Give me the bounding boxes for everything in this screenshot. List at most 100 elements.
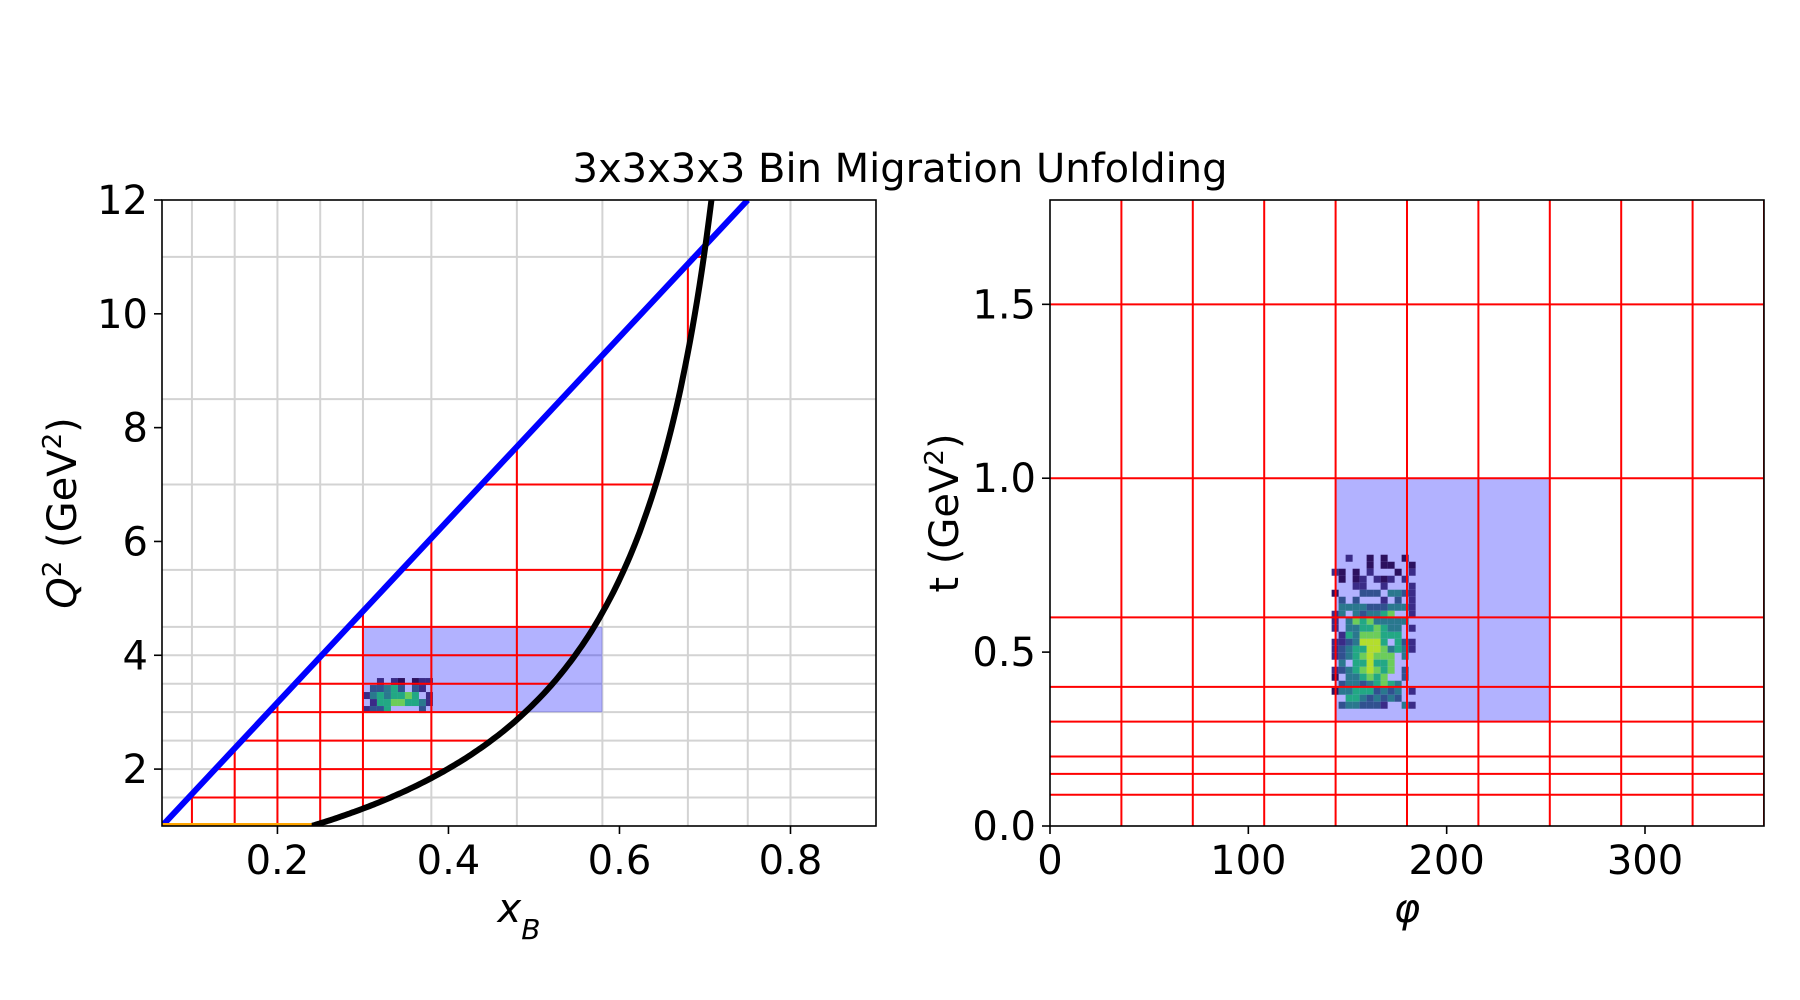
histogram-cell xyxy=(1401,617,1409,625)
histogram-cell xyxy=(1352,617,1360,625)
histogram-cell xyxy=(1359,652,1367,660)
histogram-cell xyxy=(1338,575,1346,583)
histogram-cell xyxy=(1408,603,1416,611)
histogram-cell xyxy=(390,692,398,700)
histogram-cell xyxy=(397,692,405,700)
histogram-cell xyxy=(1359,610,1367,618)
histogram-cell xyxy=(1338,687,1346,695)
histogram-cell xyxy=(376,678,384,686)
x-tick-label: 0 xyxy=(1037,838,1062,884)
histogram-cell xyxy=(1380,694,1388,702)
y-axis-label: t (GeV2) xyxy=(920,433,968,592)
x-tick-label: 0.6 xyxy=(588,838,652,884)
histogram-cell xyxy=(1401,701,1409,709)
histogram-cell xyxy=(1387,624,1395,632)
histogram-cell xyxy=(1387,659,1395,667)
histogram-cell xyxy=(1408,645,1416,653)
histogram-cell xyxy=(1387,589,1395,597)
histogram-cell xyxy=(1366,687,1374,695)
histogram-cell xyxy=(1345,624,1353,632)
histogram-cell xyxy=(1352,610,1360,618)
x-axis-label: xB xyxy=(496,886,541,946)
histogram-cell xyxy=(1394,631,1402,639)
histogram-cell xyxy=(1366,631,1374,639)
histogram-cell xyxy=(376,706,384,714)
histogram-cell xyxy=(1394,638,1402,646)
y-tick-label: 1.5 xyxy=(972,282,1036,328)
histogram-cell xyxy=(1380,624,1388,632)
histogram-cell xyxy=(1387,645,1395,653)
histogram-cell xyxy=(1380,610,1388,618)
histogram-cell xyxy=(411,699,419,707)
histogram-cell xyxy=(1345,680,1353,688)
histogram-cell xyxy=(1359,673,1367,681)
histogram-cell xyxy=(1352,701,1360,709)
x-tick-label: 0.8 xyxy=(759,838,823,884)
histogram-cell xyxy=(1352,694,1360,702)
histogram-cell xyxy=(1394,596,1402,604)
histogram-cell xyxy=(1394,589,1402,597)
histogram-cell xyxy=(1352,568,1360,576)
histogram-cell xyxy=(1373,624,1381,632)
histogram-cell xyxy=(390,685,398,693)
y-tick-label: 2 xyxy=(123,747,148,793)
histogram-cell xyxy=(1352,638,1360,646)
figure-title: 3x3x3x3 Bin Migration Unfolding xyxy=(573,146,1228,192)
histogram-cell xyxy=(1387,631,1395,639)
histogram-cell xyxy=(1345,673,1353,681)
histogram-cell xyxy=(1373,687,1381,695)
histogram-cell xyxy=(1401,589,1409,597)
histogram-cell xyxy=(1380,561,1388,569)
histogram-cell xyxy=(1338,652,1346,660)
histogram-cell xyxy=(397,699,405,707)
histogram-cell xyxy=(1401,673,1409,681)
histogram-cell xyxy=(1359,659,1367,667)
y-tick-label: 1.0 xyxy=(972,456,1036,502)
histogram-cell xyxy=(1338,666,1346,674)
histogram-cell xyxy=(1387,603,1395,611)
histogram-cell xyxy=(1359,638,1367,646)
histogram-cell xyxy=(1338,701,1346,709)
histogram-cell xyxy=(362,692,370,700)
histogram-cell xyxy=(1380,554,1388,562)
histogram-cell xyxy=(1373,652,1381,660)
y-axis-label: Q2 (GeV2) xyxy=(38,417,86,608)
histogram-cell xyxy=(1345,652,1353,660)
y-tick-label: 12 xyxy=(97,178,148,224)
y-tick-label: 10 xyxy=(97,292,148,338)
histogram-cell xyxy=(1387,652,1395,660)
histogram-cell xyxy=(397,685,405,693)
histogram-cell xyxy=(1408,561,1416,569)
histogram-cell xyxy=(1380,680,1388,688)
histogram-cell xyxy=(1352,645,1360,653)
histogram-cell xyxy=(1408,596,1416,604)
histogram-cell xyxy=(1401,554,1409,562)
histogram-cell xyxy=(1373,638,1381,646)
histogram-cell xyxy=(1373,631,1381,639)
histogram-cell xyxy=(1366,554,1374,562)
histogram-cell xyxy=(1401,575,1409,583)
histogram-cell xyxy=(383,685,391,693)
histogram-cell xyxy=(1352,596,1360,604)
histogram-cell xyxy=(390,699,398,707)
histogram-cell xyxy=(376,699,384,707)
histogram-cell xyxy=(1366,617,1374,625)
histogram-cell xyxy=(1394,680,1402,688)
histogram-cell xyxy=(1338,631,1346,639)
histogram-cell xyxy=(1380,631,1388,639)
histogram-cell xyxy=(1345,617,1353,625)
histogram-cell xyxy=(1387,680,1395,688)
lower-boundary-curve xyxy=(310,200,715,826)
histogram-cell xyxy=(1380,645,1388,653)
histogram-cell xyxy=(1380,652,1388,660)
y-tick-label: 0.0 xyxy=(972,804,1036,850)
y-tick-label: 6 xyxy=(123,519,148,565)
histogram-cell xyxy=(1408,624,1416,632)
x-axis-label: φ xyxy=(1394,886,1420,932)
histogram-cell xyxy=(411,685,419,693)
histogram-cell xyxy=(1359,666,1367,674)
histogram-cell xyxy=(1401,652,1409,660)
histogram-cell xyxy=(1380,617,1388,625)
histogram-cell xyxy=(1373,603,1381,611)
histogram-cell xyxy=(1373,701,1381,709)
